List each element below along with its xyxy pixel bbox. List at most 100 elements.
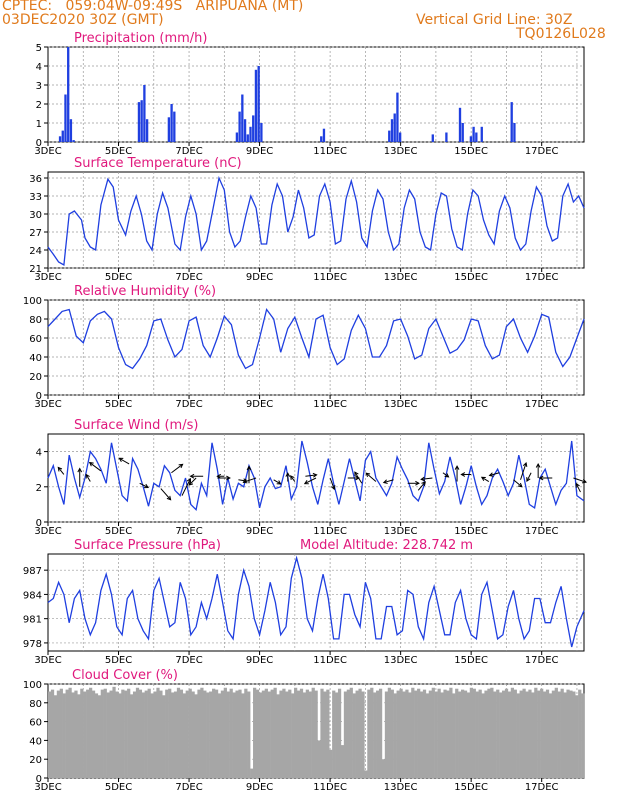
data-bar [235,690,239,778]
data-bar [249,126,252,142]
wind-arrowhead [421,481,426,486]
x-tick-label: 15DEC [454,272,488,283]
x-tick-label: 17DEC [525,782,559,793]
wind-arrowhead [276,480,282,485]
data-bar [121,689,125,778]
data-bar [525,691,529,778]
panel-0: 0 1 2 3 4 5 3DEC 5DEC 7DEC 9DEC 11DEC 13DEC 15DEC 17D… [34,31,585,157]
x-tick-label: 7DEC [175,526,202,537]
data-bar [246,134,249,142]
data-bar [326,689,330,778]
data-bar [349,687,353,778]
data-bar [58,136,62,142]
data-bar [65,689,69,778]
data-bar [537,690,541,778]
wind-arrowhead [444,473,450,478]
x-tick-label: 11DEC [313,146,347,157]
data-bar [364,770,368,778]
wind-arrowhead [522,461,528,467]
x-tick-label: 3DEC [34,146,61,157]
data-bar [165,689,169,778]
data-bar [168,688,172,778]
wind-arrowhead [538,475,544,481]
data-bar [167,117,171,142]
data-bar [203,690,207,778]
data-bar [147,688,151,778]
data-bar [370,687,374,778]
data-bar [575,695,579,778]
y-tick-label: 0 [36,518,42,529]
data-bar [197,689,201,778]
data-bar [493,691,497,778]
wind-arrowhead [480,476,486,482]
data-bar [241,94,244,142]
data-bar [243,119,247,142]
data-bar [250,768,254,778]
data-bar [381,759,386,778]
data-bar [516,693,520,778]
data-bar [417,688,421,778]
data-bar [140,100,143,142]
data-bar [72,140,75,142]
wind-arrow [520,462,527,480]
data-bar [226,691,230,778]
x-tick-label: 5DEC [105,272,132,283]
wind-arrowhead [526,477,531,483]
data-bar [581,693,585,778]
data-bar [501,690,506,778]
data-bar [358,688,362,778]
data-bar [569,690,573,778]
data-bar [384,691,389,778]
data-bar [296,690,301,778]
y-tick-label: 80 [29,315,42,326]
run-id: TQ0126L028 [516,26,606,42]
x-tick-label: 7DEC [175,399,202,410]
data-bar [320,688,324,778]
y-tick-label: 20 [29,372,42,383]
x-tick-label: 17DEC [525,146,559,157]
data-bar [458,691,462,778]
data-bar [440,692,444,778]
data-bar [308,691,312,778]
data-bar [472,688,476,778]
data-bar [463,690,468,778]
panel-2: 0 20 40 60 80 100 3DEC 5DEC 7DEC 9DEC 11DEC 13DEC 15… [23,284,585,410]
data-bar [48,691,52,778]
data-bar [182,693,186,778]
data-bar [261,690,266,778]
x-tick-label: 9DEC [246,272,273,283]
data-bar [53,695,58,778]
data-bar [408,692,412,778]
wind-arrow [304,477,317,485]
data-bar [540,688,544,778]
data-bar [469,687,473,778]
data-bar [460,689,465,778]
wind-arrowhead [365,472,371,478]
data-bar [519,690,523,778]
wind-arrowhead [246,465,252,471]
data-bar [411,687,415,778]
wind-arrow [188,477,197,486]
y-tick-label: 30 [29,210,42,221]
x-tick-label: 11DEC [313,782,347,793]
y-tick-label: 40 [29,353,42,364]
data-bar [437,688,441,778]
wind-arrowhead [242,478,248,484]
data-bar [322,128,326,142]
data-bar [398,132,402,142]
data-bar [340,745,345,778]
y-tick-label: 60 [29,718,42,729]
y-tick-label: 100 [23,680,42,691]
data-bar [393,693,397,778]
wind-arrow [290,475,296,482]
data-bar [59,688,63,778]
y-tick-label: 2 [36,483,42,494]
wind-arrow [513,479,523,488]
x-tick-label: 13DEC [384,399,418,410]
data-bar [323,691,327,778]
wind-arrowhead [189,473,195,479]
wind-arrowhead [178,463,184,469]
y-tick-label: 80 [29,699,42,710]
data-bar [83,691,87,778]
data-bar [548,693,553,778]
